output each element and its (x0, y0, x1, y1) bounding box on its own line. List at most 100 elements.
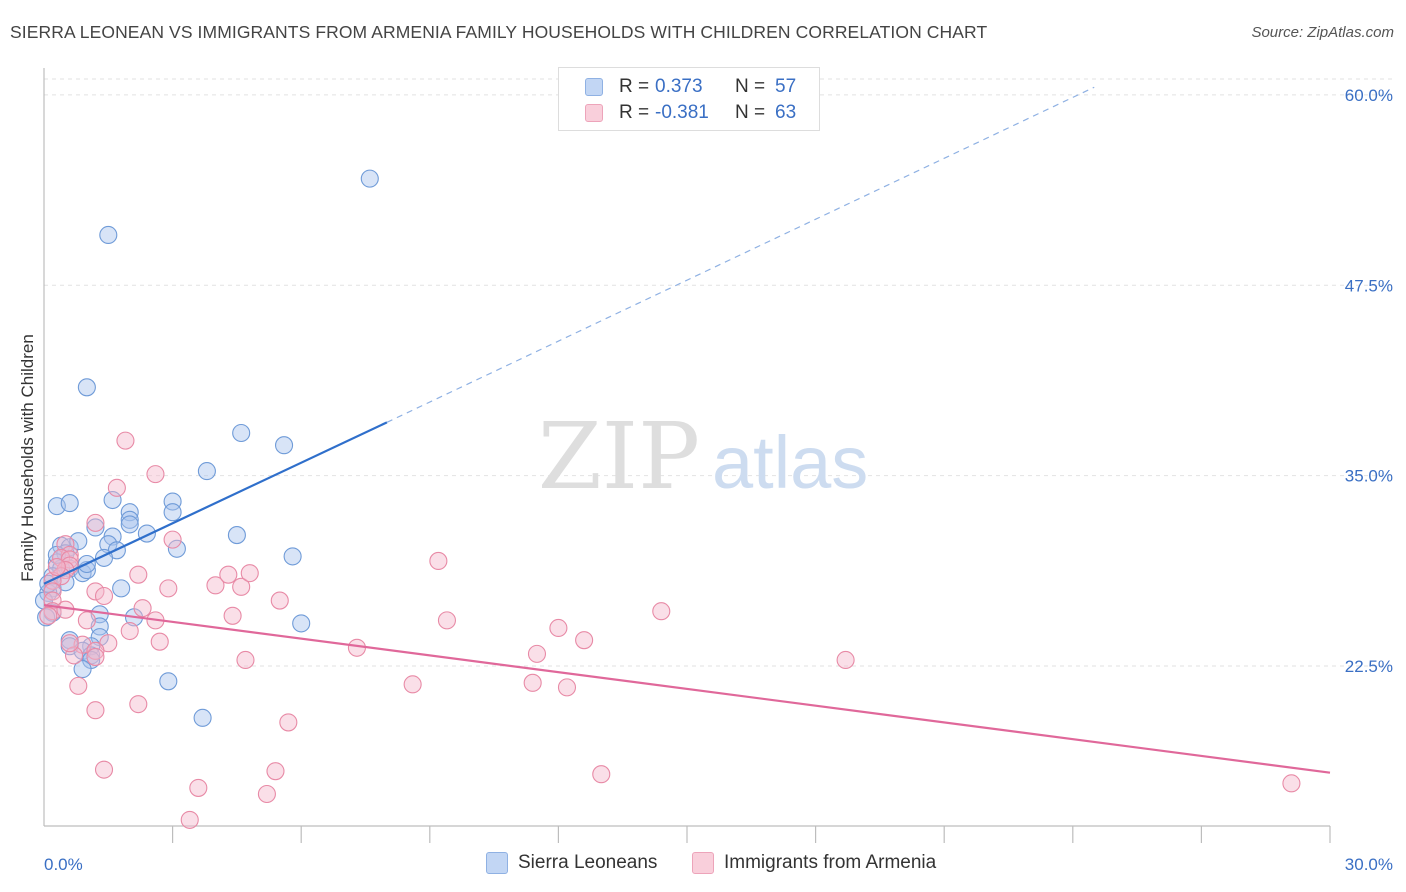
sierra-leonean-point (197, 462, 216, 481)
sierra-leonean-point (60, 494, 79, 513)
n-value: 57 (775, 76, 797, 97)
legend-swatch-blue (486, 852, 508, 874)
armenia-point (129, 695, 148, 714)
armenia-point (86, 582, 105, 601)
armenia-point (133, 599, 152, 618)
sierra-leonean-point (232, 423, 251, 443)
x-tick-labels: 0.0% 30.0% (44, 855, 1393, 874)
armenia-point (279, 713, 298, 732)
armenia-point (159, 579, 178, 598)
sierra-leonean-point (103, 490, 122, 510)
sierra-leonean-point (73, 660, 92, 679)
series-legend: Sierra Leoneans Immigrants from Armenia (0, 852, 1406, 876)
armenia-point (437, 611, 456, 630)
legend-swatch-blue (585, 78, 603, 96)
sierra-leonean-point (120, 515, 139, 534)
armenia-point (549, 618, 568, 638)
sierra-leonean-point (163, 503, 182, 522)
armenia-point (257, 784, 276, 804)
sierra-leonean-point (227, 526, 246, 545)
sierra-leonean-point (86, 518, 105, 537)
armenia-point (1282, 774, 1301, 793)
axes (43, 68, 1331, 843)
r-label: R = (619, 102, 650, 123)
y-tick-label: 60.0% (1345, 86, 1393, 105)
armenia-point (163, 530, 182, 549)
armenia-point (150, 632, 169, 651)
armenia-point (266, 762, 285, 781)
r-label: R = (619, 76, 650, 97)
armenia-point (180, 810, 199, 829)
n-label: N = (735, 76, 766, 97)
x-tick-label: 30.0% (1345, 855, 1393, 874)
armenia-point (146, 465, 165, 484)
armenia-point (94, 760, 114, 779)
sierra-leonean-point (167, 539, 186, 558)
armenia-point (206, 576, 225, 595)
armenia-point (232, 577, 251, 596)
armenia-trend-line (43, 604, 1331, 774)
armenia-point (557, 678, 577, 697)
trend-lines (43, 86, 1331, 774)
watermark-atlas: atlas (712, 421, 868, 504)
armenia-point (189, 778, 208, 797)
armenia-point (86, 641, 105, 660)
armenia-point (836, 650, 855, 670)
armenia-point (39, 606, 58, 625)
y-tick-label: 22.5% (1345, 657, 1393, 676)
y-tick-label: 47.5% (1345, 276, 1393, 295)
armenia-point (47, 558, 66, 577)
sierra-leonean-point (77, 378, 96, 397)
armenia-point (575, 631, 594, 650)
armenia-point (86, 647, 105, 666)
sierra-leonean-point (292, 614, 311, 633)
armenia-point (116, 431, 135, 450)
armenia-point (43, 582, 62, 601)
source-label: Source: ZipAtlas.com (1251, 24, 1394, 41)
correlation-legend: R = 0.373 N = 57 R = -0.381 N = 63 (558, 67, 820, 131)
y-tick-label: 35.0% (1345, 467, 1393, 486)
legend-item-armenia: Immigrants from Armenia (692, 852, 936, 874)
armenia-point (527, 644, 547, 663)
armenia-point (236, 650, 255, 670)
armenia-point (129, 565, 148, 584)
sierra-leonean-point (99, 225, 118, 245)
armenia-point (86, 701, 105, 720)
chart-title: SIERRA LEONEAN VS IMMIGRANTS FROM ARMENI… (10, 22, 988, 42)
r-value: 0.373 (655, 76, 703, 97)
legend-label: Sierra Leoneans (518, 852, 658, 873)
armenia-point (107, 478, 126, 497)
scatter-points (34, 169, 1301, 829)
x-tick-label: 0.0% (44, 855, 83, 874)
armenia-point (60, 634, 79, 653)
watermark-zip: ZIP (538, 403, 700, 510)
legend-row-sierra-leoneans: R = 0.373 N = 57 (585, 75, 796, 99)
n-value: 63 (775, 102, 797, 123)
armenia-point (652, 602, 671, 621)
legend-swatch-pink (585, 104, 603, 122)
armenia-point (270, 591, 289, 610)
armenia-point (219, 565, 238, 584)
legend-row-armenia: R = -0.381 N = 63 (585, 101, 796, 125)
r-value: -0.381 (655, 102, 709, 123)
armenia-point (94, 586, 114, 606)
armenia-point (120, 621, 139, 641)
legend-label: Immigrants from Armenia (724, 852, 937, 873)
sierra-leonean-trend-extension (386, 86, 1095, 423)
sierra-leonean-trend-line (43, 421, 388, 585)
y-tick-labels: 22.5% 35.0% 47.5% 60.0% (1345, 86, 1393, 676)
armenia-point (69, 676, 88, 695)
armenia-point (592, 765, 611, 784)
n-label: N = (735, 102, 766, 123)
sierra-leonean-point (120, 510, 139, 529)
y-axis-label: Family Households with Children (18, 334, 37, 582)
legend-swatch-pink (692, 852, 714, 874)
armenia-point (77, 611, 96, 630)
sierra-leonean-point (163, 492, 182, 511)
watermark: ZIP atlas (538, 403, 868, 510)
sierra-leonean-point (112, 579, 131, 598)
sierra-leonean-point (360, 169, 379, 188)
legend-item-sierra-leoneans: Sierra Leoneans (486, 852, 657, 874)
sierra-leonean-point (275, 436, 294, 455)
